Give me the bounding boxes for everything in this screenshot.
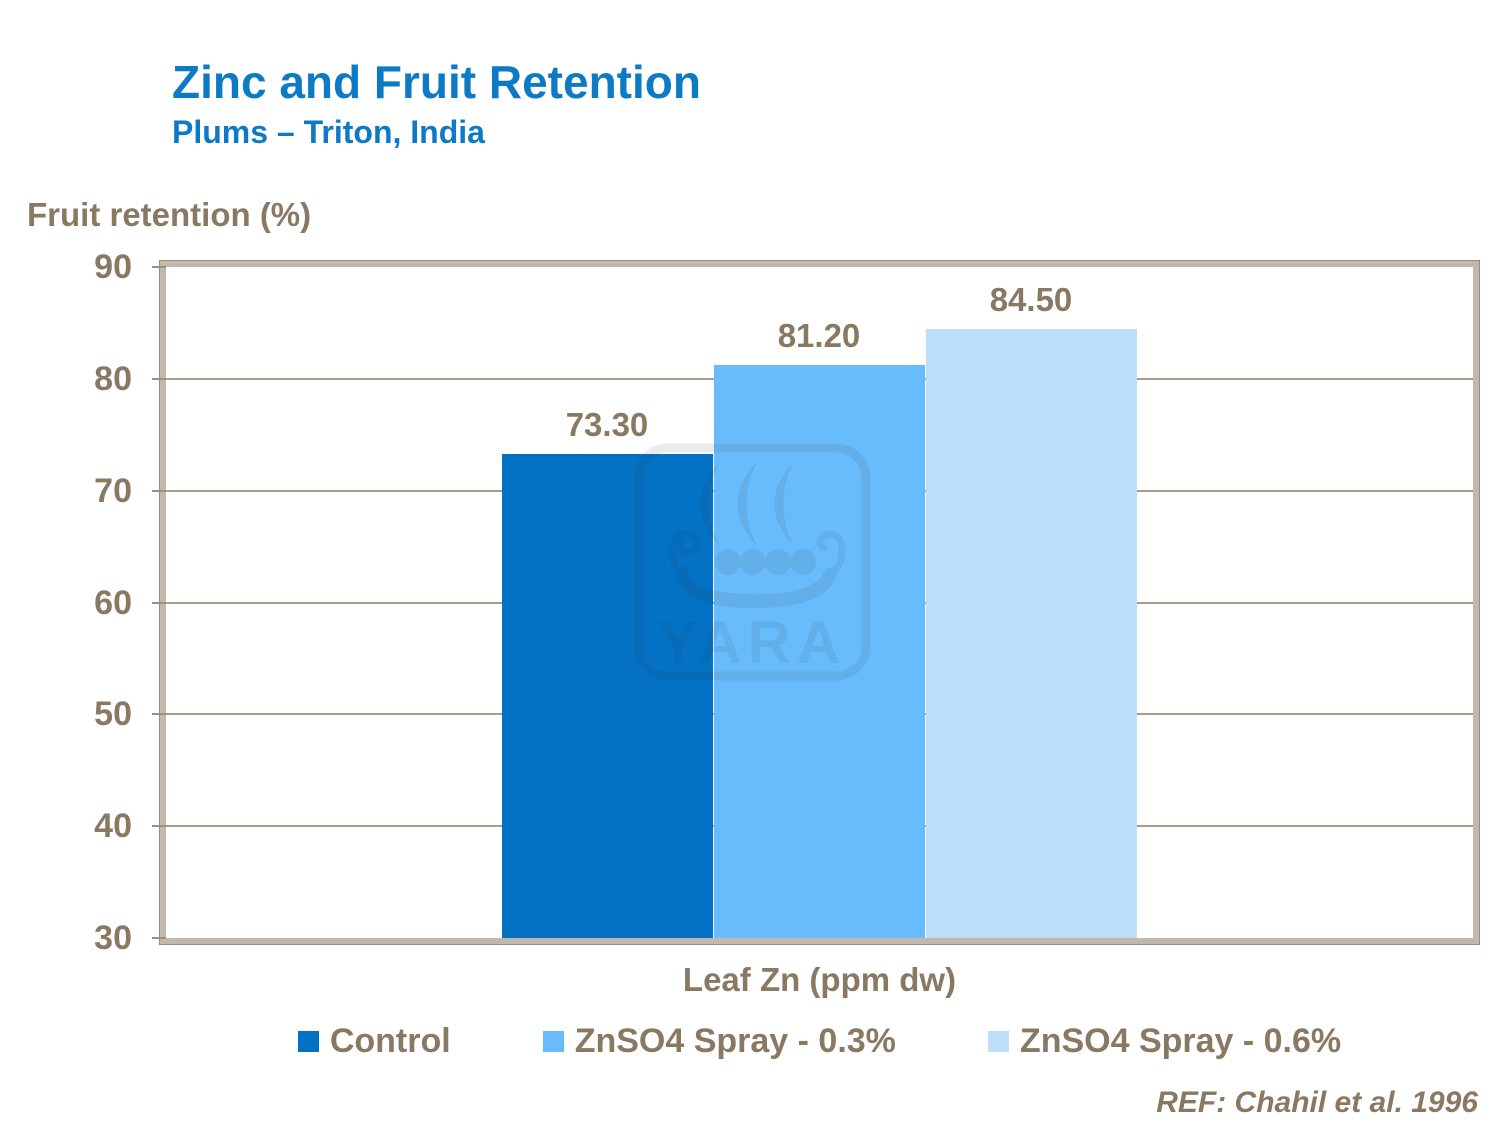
legend-swatch-znso4-spray-0-3 xyxy=(542,1031,564,1052)
chart-title: Zinc and Fruit Retention xyxy=(172,56,701,108)
y-tick-90 xyxy=(152,266,166,268)
chart-subtitle: Plums – Triton, India xyxy=(172,113,485,150)
y-tick-30 xyxy=(152,937,166,939)
y-tick-80 xyxy=(152,377,166,380)
y-tick-label-90: 90 xyxy=(94,248,132,286)
bar-znso4-spray-0-3 xyxy=(714,365,925,938)
y-tick-label-60: 60 xyxy=(94,583,132,622)
legend-swatch-control xyxy=(297,1031,319,1052)
bar-value-label-znso4-spray-0-3: 81.20 xyxy=(777,317,861,354)
legend-label-znso4-spray-0-6: ZnSO4 Spray - 0.6% xyxy=(1019,1022,1342,1060)
reference-text: REF: Chahil et al. 1996 xyxy=(1156,1086,1478,1119)
y-tick-70 xyxy=(152,489,166,492)
bar-value-label-znso4-spray-0-6: 84.50 xyxy=(989,281,1073,318)
legend: Control ZnSO4 Spray - 0.3% ZnSO4 Spray - 0… xyxy=(160,1022,1479,1061)
header: Zinc and Fruit Retention Plums – Triton,… xyxy=(172,56,701,151)
y-tick-label-50: 50 xyxy=(94,695,132,734)
y-tick-label-30: 30 xyxy=(94,919,132,957)
y-tick-60 xyxy=(152,601,166,604)
y-axis-title: Fruit retention (%) xyxy=(27,196,312,233)
bar-znso4-spray-0-6 xyxy=(926,329,1137,938)
y-tick-label-70: 70 xyxy=(94,471,132,510)
legend-label-control: Control xyxy=(329,1022,451,1060)
y-tick-label-80: 80 xyxy=(94,359,132,398)
legend-swatch-znso4-spray-0-6 xyxy=(987,1031,1009,1052)
legend-item-znso4-spray-0-6: ZnSO4 Spray - 0.6% xyxy=(987,1022,1342,1061)
legend-item-znso4-spray-0-3: ZnSO4 Spray - 0.3% xyxy=(542,1022,896,1061)
legend-label-znso4-spray-0-3: ZnSO4 Spray - 0.3% xyxy=(574,1022,896,1060)
legend-item-control: Control xyxy=(297,1022,451,1061)
x-axis-title: Leaf Zn (ppm dw) xyxy=(682,961,957,998)
bar-control xyxy=(502,454,713,938)
bar-value-label-control: 73.30 xyxy=(565,406,649,443)
y-tick-label-40: 40 xyxy=(94,807,132,846)
y-tick-50 xyxy=(152,713,166,716)
y-tick-40 xyxy=(152,825,166,828)
